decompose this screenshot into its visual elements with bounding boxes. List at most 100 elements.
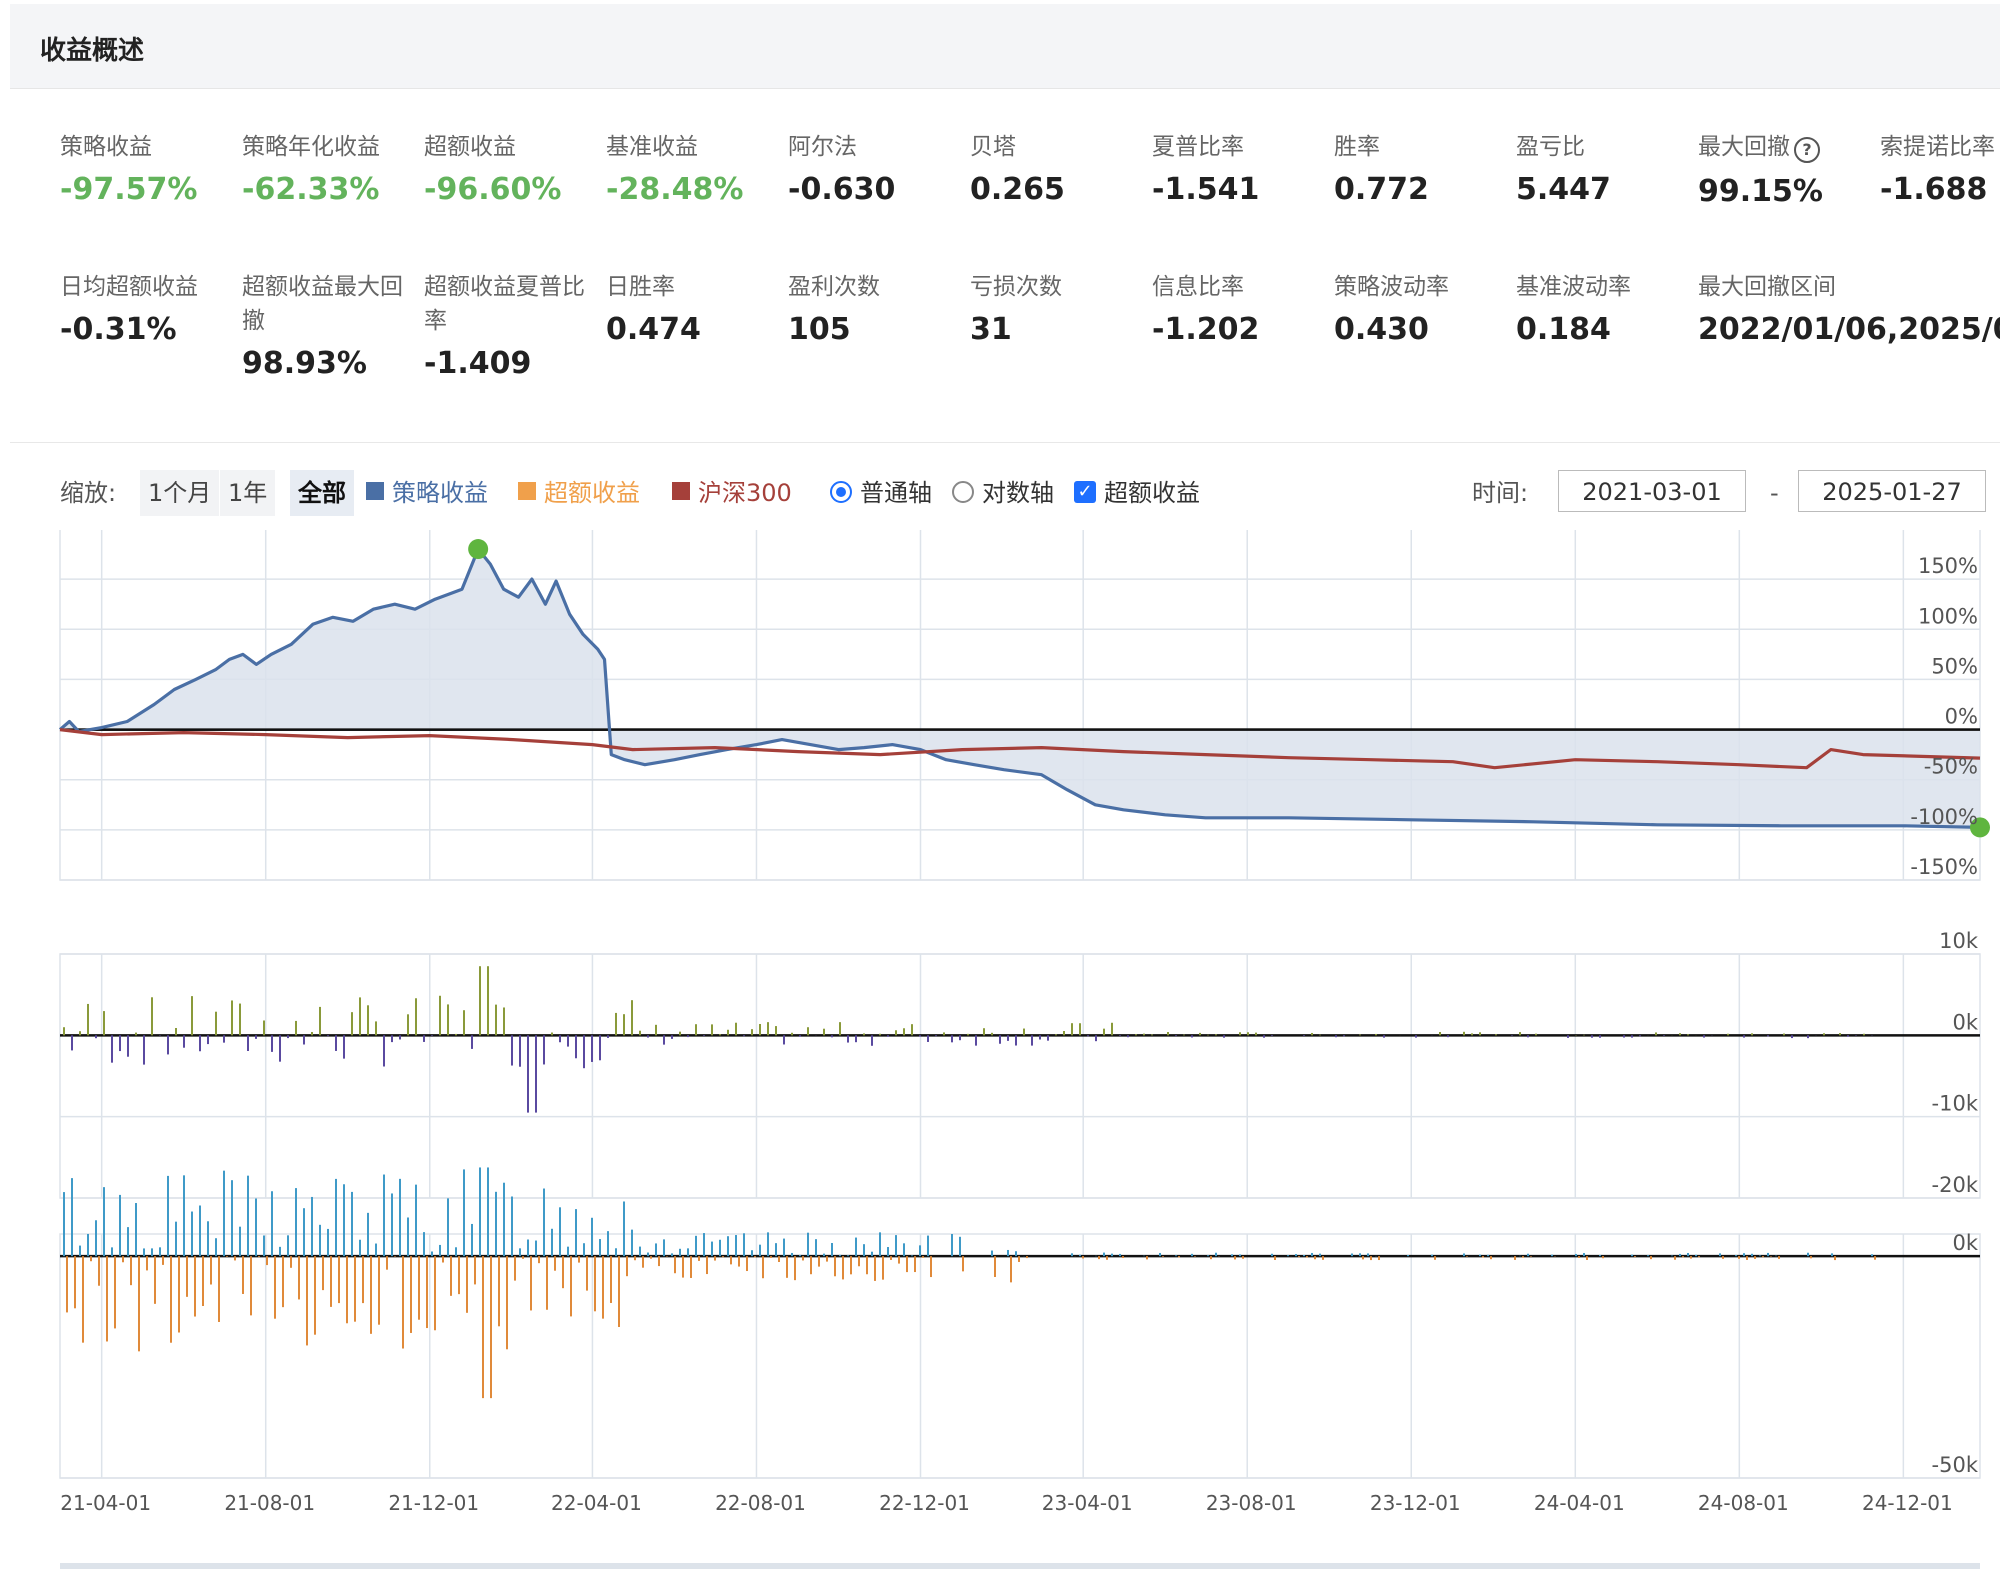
radio-dot xyxy=(830,481,852,503)
metric-label: 日均超额收益 xyxy=(60,274,198,300)
chart-toolbar: 缩放: 1个月 1年 全部 策略收益 超额收益 沪深300 普通轴 对数轴 ✓ 超… xyxy=(60,470,2000,520)
strategy-area xyxy=(60,549,1980,828)
metric-metrics_row2-0: 日均超额收益 -0.31% xyxy=(60,270,236,347)
strategy-line xyxy=(58,547,1981,829)
metric-value: 105 xyxy=(788,312,851,347)
legend-excess[interactable]: 超额收益 xyxy=(518,470,640,516)
time-label: 时间: xyxy=(1472,479,1529,507)
metric-label: 最大回撤区间 xyxy=(1698,274,1836,300)
metric-label: 阿尔法 xyxy=(788,134,857,160)
x-tick-label: 21-12-01 xyxy=(388,1491,479,1515)
y-tick-label: 50% xyxy=(1931,654,1978,678)
zoom-1m-button[interactable]: 1个月 xyxy=(140,470,220,516)
marker-point xyxy=(1970,817,1990,838)
legend-strategy-label: 策略收益 xyxy=(392,479,488,507)
metric-label: 信息比率 xyxy=(1152,274,1244,300)
panel-title: 收益概述 xyxy=(40,36,145,66)
axis-log-label: 对数轴 xyxy=(982,479,1054,507)
metric-value: 99.15% xyxy=(1698,174,1823,209)
metric-value: -97.57% xyxy=(60,172,198,207)
x-tick-label: 24-08-01 xyxy=(1698,1491,1789,1515)
metric-value: 0.772 xyxy=(1334,172,1429,207)
metric-value: 0.430 xyxy=(1334,312,1429,347)
date-to-input[interactable]: 2025-01-27 xyxy=(1798,470,1986,512)
metric-metrics_row2-4: 盈利次数 105 xyxy=(788,270,964,347)
y-tick-label: -100% xyxy=(1910,805,1978,829)
legend-swatch xyxy=(518,482,536,500)
legend-hs300[interactable]: 沪深300 xyxy=(672,470,792,516)
metric-metrics_row1-10: 索提诺比率 -1.688 xyxy=(1880,130,2000,207)
metric-metrics_row1-2: 超额收益 -96.60% xyxy=(424,130,600,207)
y-tick-label: 100% xyxy=(1918,604,1978,628)
y-tick-label: -50k xyxy=(1932,1453,1979,1477)
bar-chart-2-bars xyxy=(63,1167,1876,1399)
y-tick-label: -20k xyxy=(1932,1173,1979,1197)
metric-label: 基准波动率 xyxy=(1516,274,1631,300)
legend-hs300-label: 沪深300 xyxy=(698,479,792,507)
metric-label: 策略波动率 xyxy=(1334,274,1449,300)
metric-label: 日胜率 xyxy=(606,274,675,300)
metric-value: 0.184 xyxy=(1516,312,1611,347)
metric-label: 索提诺比率 xyxy=(1880,134,1995,160)
metric-metrics_row2-7: 策略波动率 0.430 xyxy=(1334,270,1510,347)
x-tick-label: 23-12-01 xyxy=(1370,1491,1461,1515)
y-tick-label: 0k xyxy=(1952,1010,1978,1034)
legend-swatch xyxy=(672,482,690,500)
x-tick-label: 21-04-01 xyxy=(60,1491,151,1515)
y-axis-labels: 200%150%100%50%0%-50%-100%-150%10k0k-10k… xyxy=(1910,554,1979,1477)
metric-label: 亏损次数 xyxy=(970,274,1062,300)
metric-metrics_row2-9: 最大回撤区间 2022/01/06,2025/01/27 xyxy=(1698,270,2000,347)
x-axis-labels: 21-04-01 21-08-01 21-12-01 22-04-01 22-08-01… xyxy=(60,1491,1980,1569)
excess-checkbox-label: 超额收益 xyxy=(1104,479,1200,507)
y-tick-label: -10k xyxy=(1932,1092,1979,1116)
metric-metrics_row1-4: 阿尔法 -0.630 xyxy=(788,130,964,207)
metric-metrics_row1-9: 最大回撤? 99.15% xyxy=(1698,130,1874,209)
metric-value: -0.630 xyxy=(788,172,896,207)
y-tick-label: 0% xyxy=(1945,705,1978,729)
metrics-grid: 策略收益 -97.57% 策略年化收益 -62.33% 超额收益 -96.60% 基准收益 -… xyxy=(10,90,2000,443)
y-tick-label: 150% xyxy=(1918,554,1978,578)
metric-value: -1.541 xyxy=(1152,172,1260,207)
metric-label: 贝塔 xyxy=(970,134,1016,160)
legend-strategy[interactable]: 策略收益 xyxy=(366,470,488,516)
metric-metrics_row1-8: 盈亏比 5.447 xyxy=(1516,130,1692,207)
metric-value: 31 xyxy=(970,312,1012,347)
date-separator: - xyxy=(1770,479,1779,507)
legend-excess-label: 超额收益 xyxy=(544,479,640,507)
zoom-all-button[interactable]: 全部 xyxy=(290,470,354,516)
metric-metrics_row2-5: 亏损次数 31 xyxy=(970,270,1146,347)
marker-point xyxy=(468,539,489,560)
axis-normal-label: 普通轴 xyxy=(860,479,932,507)
date-from-input[interactable]: 2021-03-01 xyxy=(1558,470,1746,512)
metric-label: 最大回撤 xyxy=(1698,134,1790,160)
metric-metrics_row1-5: 贝塔 0.265 xyxy=(970,130,1146,207)
y-tick-label: -50% xyxy=(1924,755,1978,779)
zoom-1y-button[interactable]: 1年 xyxy=(220,470,276,516)
x-tick-label: 22-12-01 xyxy=(879,1491,970,1515)
axis-log-radio[interactable]: 对数轴 xyxy=(952,470,1054,516)
y-tick-label: 0k xyxy=(1952,1231,1978,1255)
panel-header: 收益概述 xyxy=(10,4,2000,89)
metric-label: 盈利次数 xyxy=(788,274,880,300)
x-tick-label: 24-12-01 xyxy=(1862,1491,1953,1515)
bar-chart-1-bars xyxy=(63,966,1873,1113)
help-icon[interactable]: ? xyxy=(1794,136,1820,163)
metric-value: 98.93% xyxy=(242,346,367,381)
x-tick-label: 22-08-01 xyxy=(715,1491,806,1515)
metric-metrics_row1-1: 策略年化收益 -62.33% xyxy=(242,130,418,207)
zoom-label: 缩放: xyxy=(60,479,117,507)
metric-metrics_row2-8: 基准波动率 0.184 xyxy=(1516,270,1692,347)
check-icon: ✓ xyxy=(1074,481,1096,503)
excess-checkbox[interactable]: ✓ 超额收益 xyxy=(1074,470,1200,516)
metric-metrics_row2-2: 超额收益夏普比率 -1.409 xyxy=(424,270,600,381)
metric-metrics_row1-6: 夏普比率 -1.541 xyxy=(1152,130,1328,207)
metric-label: 超额收益 xyxy=(424,134,516,160)
x-tick-label: 24-04-01 xyxy=(1534,1491,1625,1515)
metric-label: 盈亏比 xyxy=(1516,134,1585,160)
axis-normal-radio[interactable]: 普通轴 xyxy=(830,470,932,516)
x-tick-label: 23-04-01 xyxy=(1042,1491,1133,1515)
metric-metrics_row1-0: 策略收益 -97.57% xyxy=(60,130,236,207)
metric-metrics_row2-1: 超额收益最大回撤 98.93% xyxy=(242,270,418,381)
metric-value: -62.33% xyxy=(242,172,380,207)
hs300-line xyxy=(59,728,1981,770)
